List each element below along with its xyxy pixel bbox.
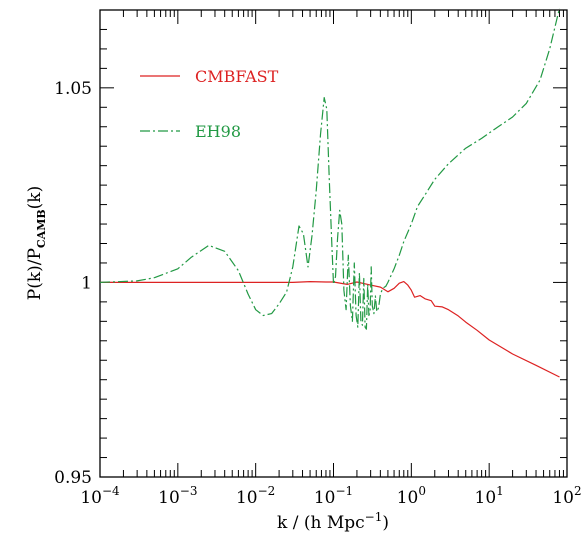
y-tick-label: 1 (81, 273, 92, 293)
legend: CMBFAST EH98 (140, 67, 279, 141)
x-tick-label: 10−4 (80, 484, 120, 508)
x-axis-label: k / (h Mpc−1) (277, 510, 389, 533)
series-line-cmbfast (100, 281, 560, 378)
x-tick-label: 102 (552, 484, 581, 508)
series-group (99, 7, 561, 378)
x-tick-label: 101 (475, 484, 504, 508)
legend-label-cmbfast: CMBFAST (195, 67, 279, 86)
y-tick-labels: 0.95 1 1.05 (54, 79, 92, 488)
x-tick-label: 10−1 (314, 484, 353, 508)
y-tick-label: 0.95 (54, 468, 92, 488)
y-tick-label: 1.05 (54, 79, 92, 99)
axis-ticks (99, 9, 568, 478)
x-tick-label: 10−2 (236, 484, 275, 508)
series-line-eh98 (99, 7, 561, 330)
y-axis-label: P(k)/PCAMB(k) (25, 186, 48, 301)
plot-frame (99, 9, 568, 478)
x-tick-label: 100 (397, 484, 426, 508)
x-tick-labels: 10−4 10−3 10−2 10−1 100 101 102 (80, 484, 581, 508)
x-tick-label: 10−3 (158, 484, 197, 508)
legend-label-eh98: EH98 (195, 122, 241, 141)
